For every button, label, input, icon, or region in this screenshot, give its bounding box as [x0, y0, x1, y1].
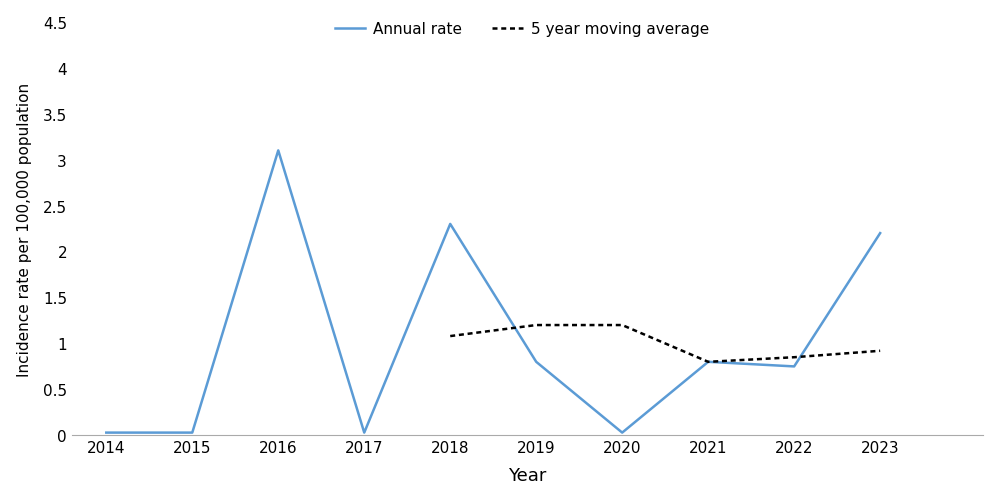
5 year moving average — [788, 355, 800, 361]
Annual rate — [358, 430, 370, 436]
Line: 5 year moving average: 5 year moving average — [450, 325, 880, 362]
Annual rate — [100, 430, 112, 436]
Y-axis label: Incidence rate per 100,000 population: Incidence rate per 100,000 population — [17, 82, 32, 376]
Legend: Annual rate, 5 year moving average: Annual rate, 5 year moving average — [335, 22, 709, 37]
5 year moving average — [874, 348, 886, 354]
Annual rate — [788, 364, 800, 370]
5 year moving average — [702, 359, 714, 365]
X-axis label: Year: Year — [508, 466, 547, 484]
Annual rate — [186, 430, 198, 436]
5 year moving average — [616, 322, 628, 328]
Annual rate — [702, 359, 714, 365]
Line: Annual rate: Annual rate — [106, 151, 880, 433]
Annual rate — [874, 230, 886, 236]
Annual rate — [444, 221, 456, 227]
Annual rate — [530, 359, 542, 365]
5 year moving average — [444, 333, 456, 339]
Annual rate — [272, 148, 284, 154]
5 year moving average — [530, 322, 542, 328]
Annual rate — [616, 430, 628, 436]
